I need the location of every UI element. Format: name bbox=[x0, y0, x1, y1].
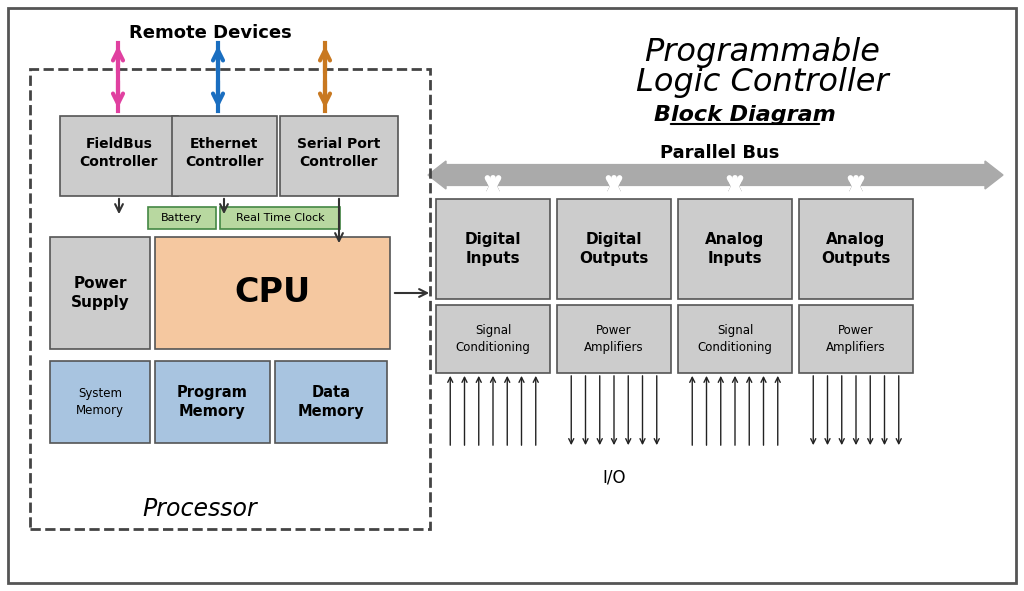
Text: Power
Amplifiers: Power Amplifiers bbox=[826, 324, 886, 354]
Bar bbox=[280, 116, 398, 196]
Text: Signal
Conditioning: Signal Conditioning bbox=[697, 324, 772, 354]
Text: Battery: Battery bbox=[162, 213, 203, 223]
Text: Program
Memory: Program Memory bbox=[176, 385, 248, 420]
Text: Serial Port
Controller: Serial Port Controller bbox=[297, 137, 381, 169]
Bar bbox=[436, 199, 550, 299]
Text: Digital
Inputs: Digital Inputs bbox=[465, 232, 521, 267]
Text: Block Diagram: Block Diagram bbox=[654, 105, 836, 125]
Bar bbox=[436, 305, 550, 373]
Text: Power
Supply: Power Supply bbox=[71, 275, 129, 310]
Bar bbox=[557, 199, 671, 299]
Text: Power
Amplifiers: Power Amplifiers bbox=[584, 324, 644, 354]
Text: Ethernet
Controller: Ethernet Controller bbox=[184, 137, 263, 169]
Bar bbox=[148, 207, 216, 229]
Polygon shape bbox=[985, 161, 1002, 189]
Bar bbox=[30, 69, 430, 529]
Text: Logic Controller: Logic Controller bbox=[636, 67, 888, 99]
Bar bbox=[678, 305, 792, 373]
Bar bbox=[50, 237, 150, 349]
Text: Real Time Clock: Real Time Clock bbox=[236, 213, 325, 223]
Text: Analog
Outputs: Analog Outputs bbox=[821, 232, 891, 267]
Bar bbox=[172, 116, 278, 196]
Text: System
Memory: System Memory bbox=[76, 387, 124, 417]
Bar bbox=[799, 199, 913, 299]
Text: Programmable: Programmable bbox=[644, 37, 880, 69]
Text: Data
Memory: Data Memory bbox=[298, 385, 365, 420]
Text: I/O: I/O bbox=[602, 469, 626, 487]
Text: CPU: CPU bbox=[233, 277, 310, 310]
Text: Parallel Bus: Parallel Bus bbox=[660, 144, 779, 162]
Text: Digital
Outputs: Digital Outputs bbox=[580, 232, 648, 267]
Text: Signal
Conditioning: Signal Conditioning bbox=[456, 324, 530, 354]
Text: Remote Devices: Remote Devices bbox=[129, 24, 292, 42]
Bar bbox=[60, 116, 178, 196]
Bar bbox=[678, 199, 792, 299]
Bar bbox=[557, 305, 671, 373]
Bar bbox=[155, 361, 270, 443]
Text: FieldBus
Controller: FieldBus Controller bbox=[80, 137, 159, 169]
Text: Analog
Inputs: Analog Inputs bbox=[706, 232, 765, 267]
Polygon shape bbox=[428, 161, 446, 189]
Text: Processor: Processor bbox=[142, 497, 257, 521]
Bar bbox=[220, 207, 340, 229]
Bar bbox=[50, 361, 150, 443]
Bar bbox=[275, 361, 387, 443]
Bar bbox=[799, 305, 913, 373]
Bar bbox=[155, 237, 390, 349]
